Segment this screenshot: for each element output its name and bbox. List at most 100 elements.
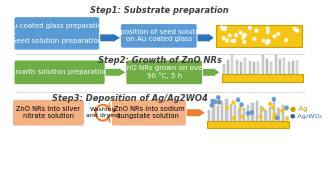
Circle shape <box>243 41 245 44</box>
FancyBboxPatch shape <box>126 60 202 84</box>
Circle shape <box>262 39 265 42</box>
Text: ZnO NRs grown on oven
90 °C, 5 h: ZnO NRs grown on oven 90 °C, 5 h <box>122 65 207 79</box>
Circle shape <box>242 36 244 39</box>
Circle shape <box>272 97 276 101</box>
Circle shape <box>267 40 270 43</box>
Circle shape <box>224 26 227 29</box>
Circle shape <box>296 29 298 32</box>
FancyBboxPatch shape <box>253 62 255 74</box>
Circle shape <box>273 116 276 120</box>
Circle shape <box>244 34 246 36</box>
Circle shape <box>284 106 288 110</box>
Circle shape <box>295 29 298 32</box>
Text: Seed solution preparation: Seed solution preparation <box>12 38 102 44</box>
FancyBboxPatch shape <box>238 110 241 121</box>
Circle shape <box>248 26 251 29</box>
Circle shape <box>243 33 245 36</box>
Text: ● Ag₂WO₄: ● Ag₂WO₄ <box>290 114 322 119</box>
FancyBboxPatch shape <box>269 107 271 121</box>
Circle shape <box>217 100 221 104</box>
Circle shape <box>241 115 244 119</box>
Text: ● Ag: ● Ag <box>290 106 308 112</box>
FancyBboxPatch shape <box>14 33 99 50</box>
Circle shape <box>226 39 229 42</box>
FancyBboxPatch shape <box>217 106 219 121</box>
FancyBboxPatch shape <box>226 99 228 121</box>
Circle shape <box>216 101 220 105</box>
Circle shape <box>246 111 250 115</box>
Circle shape <box>285 106 289 110</box>
Text: Growth solution preparation: Growth solution preparation <box>10 69 109 75</box>
FancyArrow shape <box>100 34 120 42</box>
FancyBboxPatch shape <box>283 58 286 74</box>
FancyBboxPatch shape <box>213 101 215 121</box>
FancyBboxPatch shape <box>257 62 259 74</box>
Circle shape <box>273 112 276 116</box>
FancyBboxPatch shape <box>112 100 186 125</box>
Circle shape <box>236 98 240 102</box>
Circle shape <box>293 27 296 30</box>
FancyBboxPatch shape <box>292 61 294 74</box>
Circle shape <box>226 106 229 110</box>
Text: Step1: Substrate preparation: Step1: Substrate preparation <box>90 6 229 15</box>
FancyBboxPatch shape <box>282 105 284 121</box>
FancyBboxPatch shape <box>243 108 245 121</box>
FancyBboxPatch shape <box>273 100 275 121</box>
Circle shape <box>222 37 225 40</box>
FancyBboxPatch shape <box>296 61 298 74</box>
FancyBboxPatch shape <box>208 110 210 121</box>
FancyBboxPatch shape <box>13 100 84 125</box>
FancyBboxPatch shape <box>222 74 303 82</box>
Circle shape <box>277 32 280 35</box>
Circle shape <box>280 109 284 113</box>
Circle shape <box>267 40 270 42</box>
Circle shape <box>211 99 215 103</box>
Circle shape <box>261 107 264 111</box>
Circle shape <box>210 103 214 107</box>
Circle shape <box>250 110 254 115</box>
FancyBboxPatch shape <box>261 55 264 74</box>
FancyBboxPatch shape <box>256 101 258 121</box>
FancyBboxPatch shape <box>240 62 242 74</box>
FancyBboxPatch shape <box>274 56 277 74</box>
FancyArrow shape <box>203 68 219 77</box>
Circle shape <box>268 102 272 106</box>
FancyBboxPatch shape <box>251 103 254 121</box>
Text: Step3: Deposition of Ag/Ag2WO4: Step3: Deposition of Ag/Ag2WO4 <box>52 94 208 103</box>
FancyArrow shape <box>187 109 205 117</box>
Circle shape <box>275 116 279 120</box>
Circle shape <box>240 102 244 107</box>
Circle shape <box>232 116 236 120</box>
Circle shape <box>216 95 220 100</box>
Circle shape <box>220 26 223 29</box>
Circle shape <box>231 40 234 43</box>
FancyBboxPatch shape <box>227 60 229 74</box>
FancyBboxPatch shape <box>14 17 99 34</box>
FancyBboxPatch shape <box>231 55 233 74</box>
FancyBboxPatch shape <box>216 25 302 47</box>
Circle shape <box>253 37 256 40</box>
Circle shape <box>238 107 242 111</box>
Text: Step2: Growth of ZnO NRs: Step2: Growth of ZnO NRs <box>98 56 222 65</box>
Circle shape <box>229 34 231 37</box>
FancyBboxPatch shape <box>207 121 289 129</box>
FancyBboxPatch shape <box>270 62 273 74</box>
Circle shape <box>213 100 217 104</box>
FancyBboxPatch shape <box>277 108 280 121</box>
FancyBboxPatch shape <box>266 59 268 74</box>
FancyBboxPatch shape <box>264 110 267 121</box>
Text: Au-coated glass preparation: Au-coated glass preparation <box>7 22 106 29</box>
FancyBboxPatch shape <box>248 61 251 74</box>
Circle shape <box>259 115 262 119</box>
FancyArrow shape <box>106 68 126 77</box>
Text: Washing
and drying: Washing and drying <box>86 107 120 118</box>
FancyBboxPatch shape <box>223 64 225 74</box>
Circle shape <box>239 31 242 34</box>
Circle shape <box>285 39 288 42</box>
FancyBboxPatch shape <box>230 104 232 121</box>
Circle shape <box>221 27 224 30</box>
Circle shape <box>232 101 235 105</box>
Circle shape <box>223 28 226 31</box>
FancyBboxPatch shape <box>234 105 236 121</box>
FancyBboxPatch shape <box>121 24 197 48</box>
